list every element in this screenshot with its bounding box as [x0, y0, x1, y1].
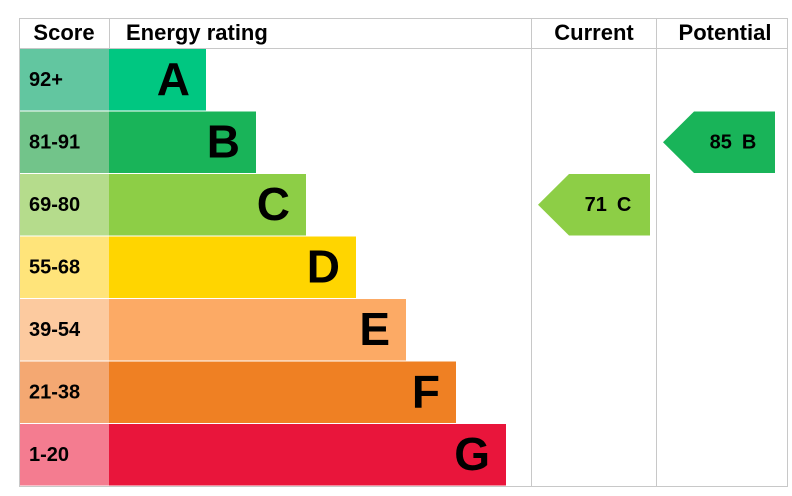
- potential-band: B: [742, 132, 756, 154]
- rating-bar: [109, 424, 506, 486]
- score-cell: [20, 424, 109, 486]
- header-potential: Potential: [679, 20, 772, 45]
- rating-letter: B: [207, 115, 240, 167]
- header-current: Current: [554, 20, 634, 45]
- rating-bar: [109, 174, 306, 236]
- potential-label: 85 B: [710, 132, 757, 154]
- rating-bar: [109, 361, 456, 423]
- current-label: 71 C: [585, 194, 632, 216]
- rating-letter: E: [359, 303, 390, 355]
- score-cell: [20, 236, 109, 298]
- score-range: 69-80: [29, 194, 80, 216]
- potential-arrow: [663, 111, 775, 173]
- score-cell: [20, 299, 109, 361]
- score-cell: [20, 49, 109, 111]
- current-arrow: [538, 174, 650, 236]
- score-range: 1-20: [29, 444, 69, 466]
- score-cell: [20, 111, 109, 173]
- rating-letter: C: [257, 178, 290, 230]
- rating-letter: A: [157, 53, 190, 105]
- header-rating: Energy rating: [126, 20, 268, 45]
- score-range: 39-54: [29, 319, 81, 341]
- rating-letter: D: [307, 240, 340, 292]
- border: [19, 18, 788, 487]
- current-band: C: [617, 194, 631, 216]
- score-range: 81-91: [29, 132, 80, 154]
- score-range: 92+: [29, 69, 63, 91]
- rating-bar: [109, 49, 206, 111]
- rating-bar: [109, 111, 256, 173]
- rating-bar: [109, 299, 406, 361]
- rating-bar: [109, 236, 356, 298]
- rating-letter: F: [412, 365, 440, 417]
- score-cell: [20, 174, 109, 236]
- potential-value: 85: [710, 132, 732, 154]
- score-range: 55-68: [29, 257, 80, 279]
- score-cell: [20, 361, 109, 423]
- header-score: Score: [33, 20, 94, 45]
- score-range: 21-38: [29, 382, 80, 404]
- current-value: 71: [585, 194, 607, 216]
- rating-letter: G: [454, 428, 490, 480]
